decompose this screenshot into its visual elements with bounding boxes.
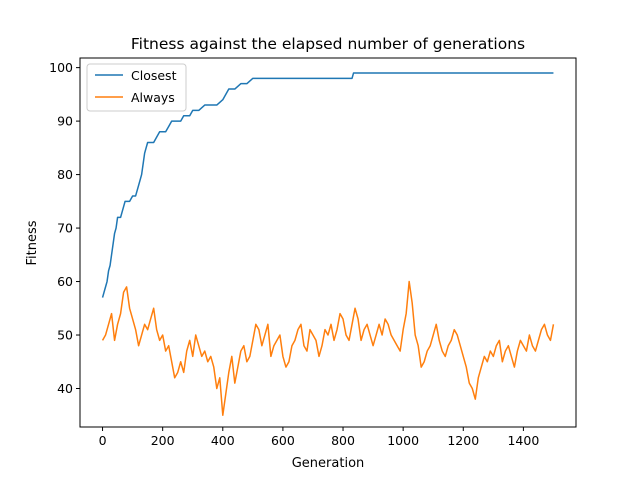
x-tick-label: 600 [271,433,295,448]
legend-label-closest: Closest [131,68,177,83]
x-tick-label: 1200 [447,433,479,448]
y-tick-label: 70 [57,221,73,236]
x-tick-label: 1000 [387,433,419,448]
legend-label-always: Always [131,90,175,105]
axes-frame [79,57,577,428]
y-tick-label: 40 [57,381,73,396]
series-layer [101,72,555,416]
x-tick-label: 0 [99,433,107,448]
chart-title: Fitness against the elapsed number of ge… [131,35,525,53]
y-axis-label: Fitness [25,220,40,265]
x-tick-label: 800 [331,433,355,448]
series-line-closest [101,72,554,298]
x-tick-label: 400 [211,433,235,448]
x-tick-label: 200 [151,433,175,448]
x-tick-label: 1400 [507,433,539,448]
legend: Closest Always [86,63,187,112]
y-tick-label: 50 [57,328,73,343]
y-tick-label: 90 [57,114,73,129]
x-axis-label: Generation [292,456,365,471]
y-axis-ticks: 40 50 60 70 80 90 100 [49,60,80,396]
y-tick-label: 60 [57,274,73,289]
y-tick-label: 100 [49,60,73,75]
y-tick-label: 80 [57,167,73,182]
series-line-always [101,280,555,416]
x-axis-ticks: 0 200 400 600 800 1000 1200 1400 [99,427,539,448]
